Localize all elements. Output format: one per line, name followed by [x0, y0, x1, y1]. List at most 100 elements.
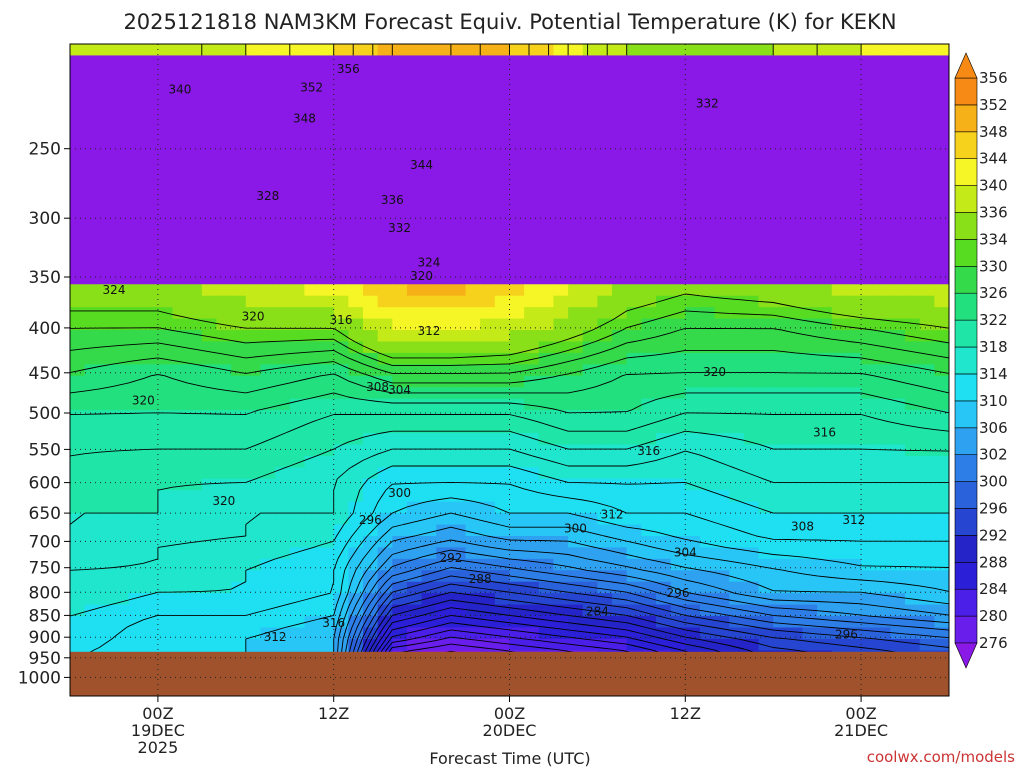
field-cell	[494, 272, 511, 285]
field-cell	[348, 307, 364, 320]
field-cell	[641, 444, 657, 457]
field-cell	[509, 135, 525, 148]
field-cell	[260, 169, 276, 182]
field-cell	[187, 387, 203, 400]
field-cell	[934, 421, 949, 434]
field-cell	[846, 364, 862, 377]
field-cell	[128, 55, 144, 68]
field-cell	[875, 638, 891, 651]
field-cell	[480, 410, 496, 423]
field-cell	[128, 364, 144, 377]
field-cell	[201, 272, 218, 285]
field-cell	[231, 558, 247, 571]
field-cell	[553, 261, 569, 274]
field-cell	[348, 616, 364, 629]
field-cell	[143, 238, 159, 251]
field-cell	[450, 455, 467, 468]
field-cell	[641, 330, 657, 343]
field-cell	[128, 570, 144, 583]
field-cell	[157, 44, 174, 57]
field-cell	[480, 249, 496, 262]
field-cell	[333, 478, 349, 491]
field-cell	[787, 341, 804, 354]
field-cell	[392, 375, 408, 388]
field-cell	[201, 513, 218, 526]
field-cell	[172, 478, 188, 491]
field-cell	[187, 352, 203, 365]
field-cell	[656, 101, 672, 114]
field-cell	[919, 66, 935, 79]
field-cell	[685, 215, 701, 228]
field-cell	[524, 284, 540, 297]
field-cell	[201, 524, 218, 537]
field-cell	[758, 341, 774, 354]
field-cell	[861, 272, 877, 285]
y-axis: 2503003504004505005506006507007508008509…	[18, 140, 70, 688]
field-cell	[919, 318, 935, 331]
field-cell	[216, 638, 232, 651]
field-cell	[773, 558, 789, 571]
field-cell	[187, 581, 203, 594]
field-cell	[875, 101, 891, 114]
field-cell	[260, 638, 276, 651]
field-cell	[480, 593, 496, 606]
field-cell	[582, 124, 598, 137]
field-cell	[99, 89, 115, 102]
field-cell	[84, 101, 100, 114]
field-cell	[113, 638, 130, 651]
field-cell	[289, 146, 305, 160]
field-cell	[333, 44, 349, 57]
field-cell	[626, 547, 642, 560]
field-cell	[905, 55, 921, 68]
field-cell	[524, 433, 540, 446]
field-cell	[538, 124, 555, 137]
field-cell	[421, 341, 437, 354]
field-cell	[729, 101, 745, 114]
field-cell	[465, 627, 481, 640]
field-cell	[582, 513, 598, 526]
field-cell	[743, 89, 760, 102]
field-cell	[436, 249, 452, 262]
field-cell	[817, 421, 833, 434]
field-cell	[568, 318, 584, 331]
field-cell	[304, 192, 320, 205]
field-cell	[699, 284, 716, 297]
field-cell	[128, 135, 144, 148]
field-cell	[187, 627, 203, 640]
field-cell	[553, 638, 569, 651]
field-cell	[333, 421, 349, 434]
field-cell	[392, 307, 408, 320]
field-cell	[582, 284, 598, 297]
field-cell	[113, 581, 130, 594]
contour-label: 320	[212, 494, 235, 508]
field-cell	[172, 616, 188, 629]
field-cell	[494, 558, 511, 571]
field-cell	[890, 55, 906, 68]
field-cell	[524, 501, 540, 514]
field-cell	[699, 66, 716, 79]
field-cell	[421, 124, 437, 137]
field-cell	[568, 455, 584, 468]
field-cell	[480, 112, 496, 125]
field-cell	[626, 78, 642, 91]
field-cell	[450, 135, 467, 148]
field-cell	[919, 433, 935, 446]
field-cell	[685, 364, 701, 377]
contour-label: 328	[256, 189, 279, 203]
field-cell	[201, 135, 218, 148]
field-cell	[392, 135, 408, 148]
contour-lines	[70, 44, 949, 663]
field-cell	[626, 227, 642, 240]
field-cell	[802, 467, 818, 480]
field-cell	[919, 570, 935, 583]
field-cell	[275, 513, 291, 526]
field-cell	[641, 570, 657, 583]
field-cell	[831, 455, 848, 468]
field-cell	[787, 524, 804, 537]
field-cell	[685, 272, 701, 285]
field-cell	[890, 238, 906, 251]
field-cell	[626, 204, 642, 217]
field-cell	[568, 112, 584, 125]
field-cell	[509, 158, 525, 171]
